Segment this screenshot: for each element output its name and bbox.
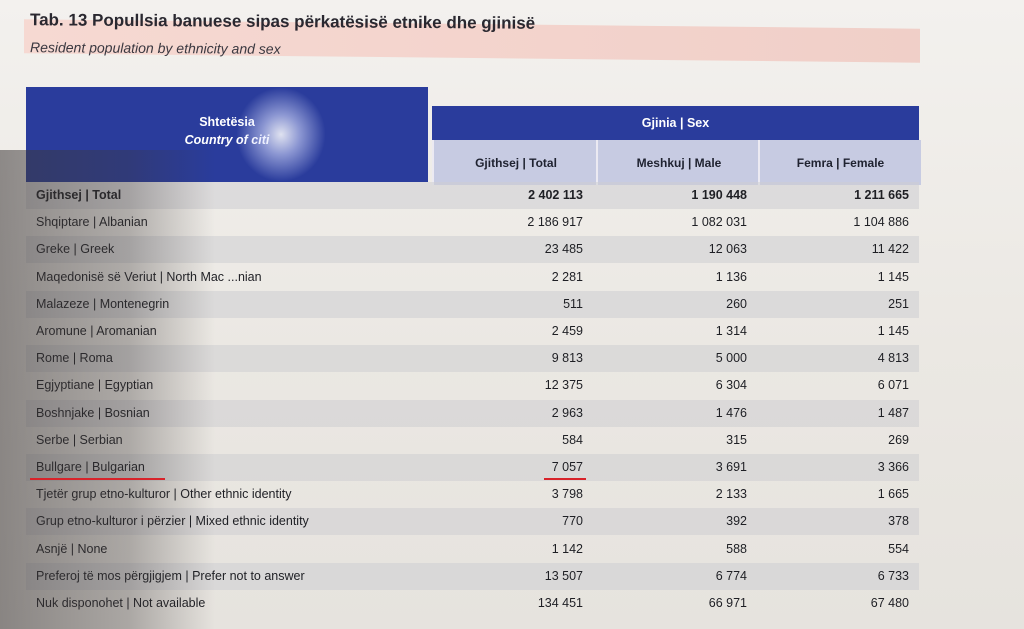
cell-female: 1 211 665 [854,188,909,202]
cell-female: 1 145 [877,324,909,338]
row-label: Aromune | Aromanian [36,324,157,338]
cell-male: 1 082 031 [691,215,747,230]
table-row: Maqedonisë së Veriut | North Mac ...nian… [26,264,919,291]
cell-male: 6 774 [715,568,747,583]
row-label: Nuk disponohet | Not available [36,596,206,610]
row-label: Grup etno-kulturor i përzier | Mixed eth… [36,514,309,529]
table-row: Nuk disponohet | Not available 134 451 66 … [26,590,919,617]
cell-male: 3 691 [715,460,747,474]
cell-total: 2 186 917 [527,215,583,230]
cell-total: 12 375 [544,378,583,393]
row-label: Gjithsej | Total [36,188,122,202]
cell-male: 6 304 [715,378,747,393]
row-label: Tjetër grup etno-kulturor | Other ethnic… [36,487,292,502]
cell-male: 1 314 [715,324,747,338]
row-label: Boshnjake | Bosnian [36,405,150,420]
cell-male: 315 [726,432,747,447]
cell-male: 1 190 448 [691,188,747,202]
cell-male: 1 476 [715,405,747,420]
row-label: Shqiptare | Albanian [36,215,148,230]
cell-female: 3 366 [877,460,909,474]
table-row: Boshnjake | Bosnian 2 963 1 476 1 487 [26,399,919,427]
cell-female: 251 [888,296,909,311]
row-label: Greke | Greek [36,242,115,257]
highlight-underline-label [30,478,165,480]
row-label: Bullgare | Bulgarian [36,460,145,474]
row-label: Asnjë | None [36,541,108,556]
cell-male: 588 [726,541,747,556]
cell-total: 770 [562,514,583,529]
cell-female: 1 104 886 [853,215,909,230]
cell-male: 2 133 [715,487,747,502]
cell-female: 1 665 [877,487,909,502]
cell-total: 134 451 [537,596,583,610]
cell-female: 6 071 [877,378,909,393]
table-row: Shqiptare | Albanian 2 186 917 1 082 031 1 … [26,209,919,236]
cell-female: 1 487 [877,405,909,420]
subheader-male: Meshkuj | Male [596,140,760,185]
cell-female: 67 480 [870,596,909,610]
row-label: Egjyptiane | Egyptian [36,378,154,393]
header-country: Shtetësia Country of citi [26,87,428,182]
header-country-en: Country of citi [184,133,270,147]
row-label: Serbe | Serbian [36,432,123,447]
cell-total: 1 142 [551,541,583,556]
cell-total: 13 507 [544,568,583,583]
cell-total: 23 485 [544,242,583,257]
cell-male: 260 [726,296,747,311]
cell-total: 2 402 113 [528,188,583,202]
cell-total: 2 963 [551,405,583,420]
table-row: Preferoj të mos përgjigjem | Prefer not … [26,562,919,590]
highlight-underline-total [544,478,586,480]
light-glare [236,87,326,182]
table-row: Bullgare | Bulgarian 7 057 3 691 3 366 [26,454,919,481]
cell-male: 66 971 [708,596,747,610]
row-label: Malazeze | Montenegrin [36,296,170,311]
cell-female: 4 813 [877,351,909,366]
cell-male: 1 136 [715,269,747,284]
cell-male: 12 063 [708,242,747,257]
table-row-total: Gjithsej | Total 2 402 113 1 190 448 1 211 … [26,182,919,209]
cell-female: 554 [888,541,909,556]
row-label: Preferoj të mos përgjigjem | Prefer not … [36,568,305,583]
cell-male: 392 [726,514,747,529]
cell-female: 11 422 [871,242,909,257]
subheader-total: Gjithsej | Total [432,140,598,185]
cell-total: 584 [562,432,583,447]
cell-total: 2 459 [551,324,583,338]
table-row: Asnjë | None 1 142 588 554 [26,536,919,563]
table-row: Grup etno-kulturor i përzier | Mixed eth… [26,508,919,536]
table-row: Egjyptiane | Egyptian 12 375 6 304 6 071 [26,372,919,399]
cell-total: 2 281 [551,269,583,284]
row-label: Rome | Roma [36,351,113,366]
cell-total: 3 798 [551,487,583,502]
cell-female: 269 [888,432,909,447]
cell-total: 511 [563,296,583,311]
cell-female: 378 [888,514,909,529]
cell-total: 9 813 [551,351,583,366]
subheader-female: Femra | Female [758,140,921,185]
cell-female: 6 733 [877,568,909,583]
cell-female: 1 145 [877,269,909,284]
table-row: Aromune | Aromanian 2 459 1 314 1 145 [26,318,919,345]
cell-male: 5 000 [715,351,747,366]
header-gender: Gjinia | Sex [432,106,919,140]
table-row: Serbe | Serbian 584 315 269 [26,427,919,454]
row-label: Maqedonisë së Veriut | North Mac ...nian [36,269,262,284]
header-country-sq: Shtetësia [199,115,255,129]
table-row: Tjetër grup etno-kulturor | Other ethnic… [26,481,919,508]
table-row: Malazeze | Montenegrin 511 260 251 [26,290,919,318]
cell-total: 7 057 [551,460,583,474]
table-title: Tab. 13 Popullsia banuese sipas përkatës… [29,10,536,33]
table-subtitle: Resident population by ethnicity and sex [29,39,281,57]
table-row: Greke | Greek 23 485 12 063 11 422 [26,236,919,264]
table-row: Rome | Roma 9 813 5 000 4 813 [26,345,919,373]
